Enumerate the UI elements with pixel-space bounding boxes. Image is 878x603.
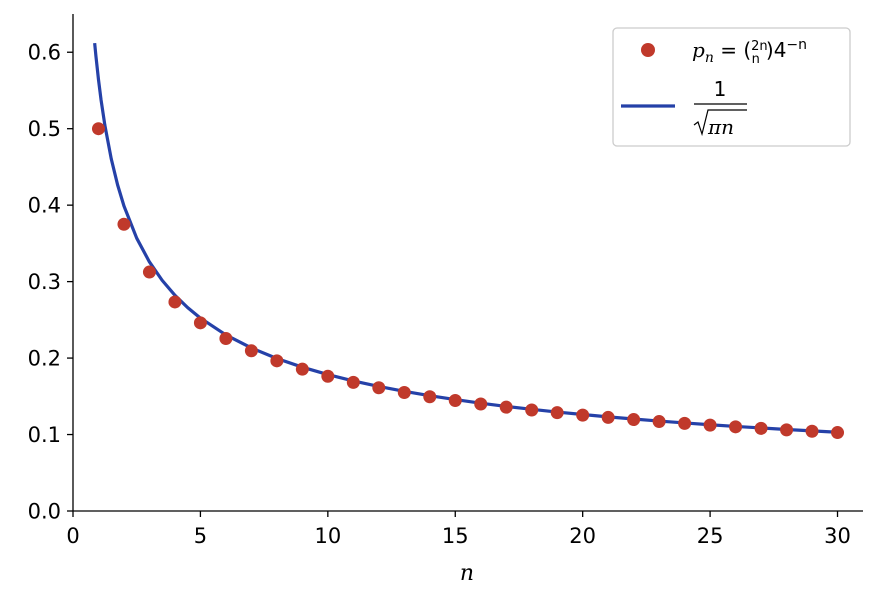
- data-point: [117, 217, 131, 231]
- data-point: [372, 381, 386, 395]
- y-tick-label: 0.6: [28, 41, 61, 65]
- data-point: [627, 413, 641, 427]
- data-point: [805, 424, 819, 438]
- y-tick-label: 0.5: [28, 117, 61, 141]
- data-point: [652, 415, 666, 429]
- data-point: [321, 369, 335, 383]
- data-point: [576, 408, 590, 422]
- data-point: [754, 421, 768, 435]
- legend-frame: [612, 27, 851, 147]
- y-tick-label: 0.2: [28, 347, 61, 371]
- y-tick-label: 0.0: [28, 500, 61, 524]
- legend-label-points: pn = (2n n)4−n: [692, 37, 807, 67]
- data-point: [397, 385, 411, 399]
- data-point: [448, 394, 462, 408]
- x-tick-label: 15: [442, 524, 469, 548]
- data-point: [142, 265, 156, 279]
- x-tick-label: 5: [194, 524, 207, 548]
- data-point: [219, 332, 233, 345]
- x-tick-label: 25: [697, 524, 724, 548]
- data-point: [525, 403, 539, 417]
- y-tick-label: 0.4: [28, 194, 61, 218]
- data-point: [295, 362, 309, 376]
- data-point: [780, 423, 794, 437]
- data-point: [703, 418, 717, 432]
- x-axis-label: n: [460, 561, 474, 586]
- data-point: [499, 400, 513, 414]
- data-point: [550, 406, 564, 420]
- data-point: [601, 410, 615, 424]
- x-tick-label: 30: [824, 524, 851, 548]
- x-tick-label: 10: [314, 524, 341, 548]
- data-point: [244, 344, 258, 358]
- data-point: [346, 375, 360, 389]
- x-tick-label: 0: [66, 524, 79, 548]
- data-point: [678, 416, 692, 430]
- svg-text:πn: πn: [707, 115, 734, 139]
- data-point: [474, 397, 488, 411]
- legend-marker-points: [641, 43, 655, 57]
- data-point: [168, 295, 182, 309]
- y-ticks: 0.0 0.1 0.2 0.3 0.4 0.5 0.6: [28, 41, 73, 524]
- legend-label-line: 1 πn: [693, 77, 747, 139]
- x-tick-label: 20: [569, 524, 596, 548]
- x-ticks: 0 5 10 15 20 25 30: [66, 511, 851, 548]
- data-point: [193, 316, 207, 330]
- svg-text:1: 1: [714, 77, 727, 101]
- y-tick-label: 0.3: [28, 270, 61, 294]
- data-point: [831, 426, 845, 440]
- y-tick-label: 0.1: [28, 423, 61, 447]
- legend: pn = (2n n)4−n 1 πn: [612, 27, 851, 147]
- data-point: [270, 354, 284, 368]
- data-point: [423, 390, 437, 404]
- plot-marks: [91, 42, 845, 440]
- data-point: [729, 420, 743, 434]
- data-point: [91, 122, 105, 136]
